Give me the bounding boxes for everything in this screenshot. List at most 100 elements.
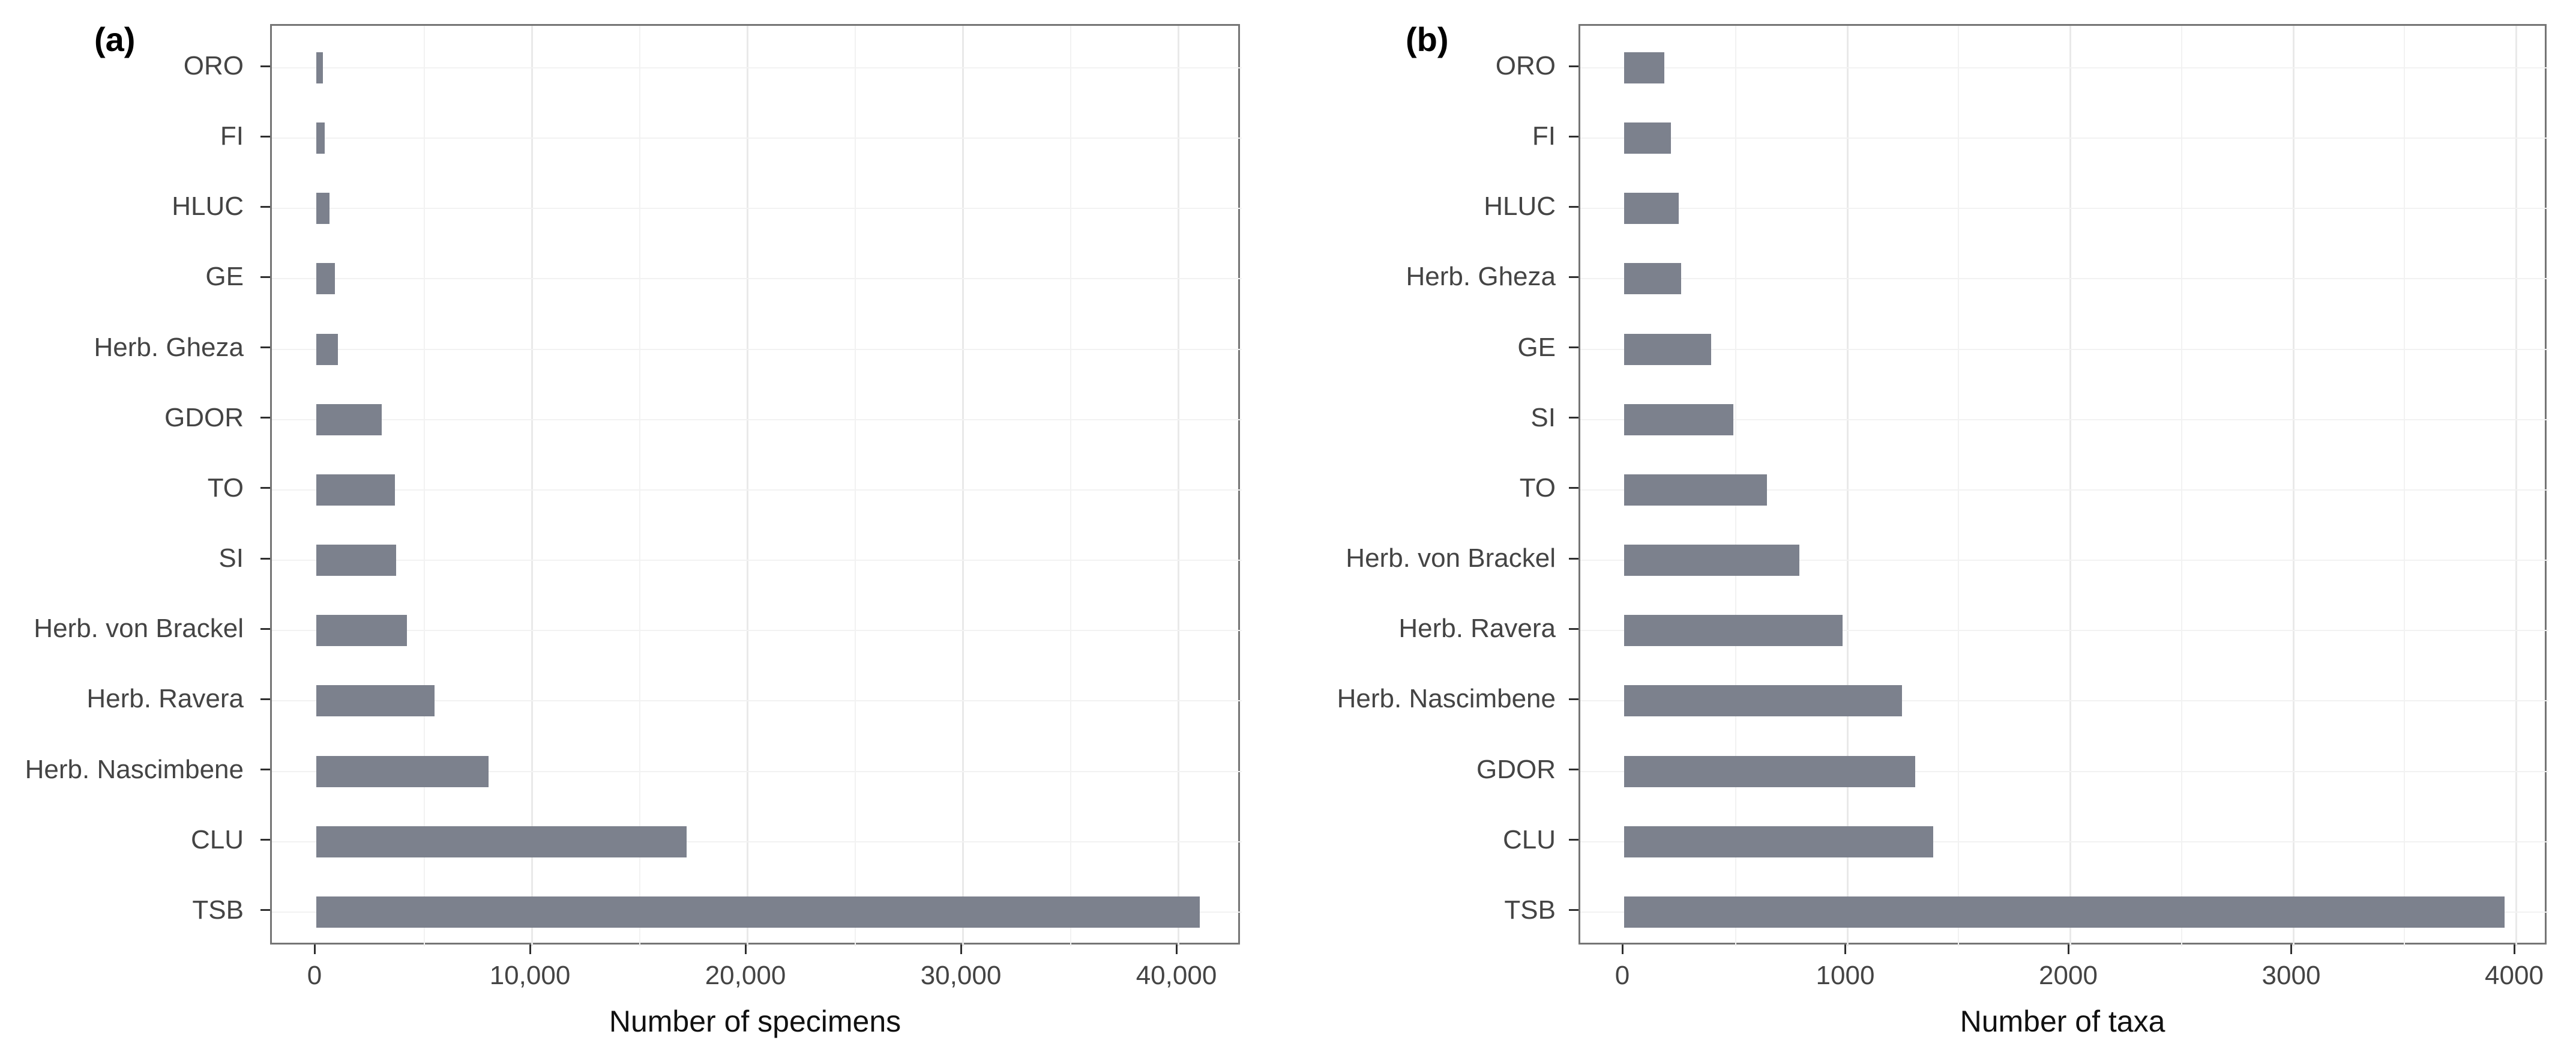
category-label: Herb. Ravera xyxy=(1398,614,1556,644)
category-label: GE xyxy=(1517,332,1556,362)
v-gridline-major xyxy=(2515,26,2517,946)
bar xyxy=(1624,122,1671,154)
x-tick-label: 0 xyxy=(1615,961,1630,990)
v-gridline-major xyxy=(962,26,964,946)
h-gridline xyxy=(272,841,1242,842)
category-label: HLUC xyxy=(172,192,244,222)
category-label: Herb. Nascimbene xyxy=(1337,684,1556,714)
x-tick xyxy=(2067,945,2069,954)
h-gridline xyxy=(1580,419,2548,420)
h-gridline xyxy=(272,560,1242,561)
x-tick xyxy=(1844,945,1846,954)
bar xyxy=(316,193,330,225)
bar xyxy=(1624,896,2505,928)
bar xyxy=(316,122,325,154)
bar xyxy=(316,615,407,647)
v-gridline-minor xyxy=(854,26,856,946)
h-gridline xyxy=(272,278,1242,280)
y-tick xyxy=(260,769,270,770)
category-label: SI xyxy=(1530,402,1556,432)
bar xyxy=(316,685,435,717)
category-label: FI xyxy=(220,121,244,151)
bar xyxy=(1624,52,1664,83)
h-gridline xyxy=(272,138,1242,139)
category-label: GDOR xyxy=(1476,754,1556,784)
bar xyxy=(316,826,687,857)
y-tick xyxy=(260,276,270,278)
category-label: TSB xyxy=(192,895,244,925)
x-tick-label: 10,000 xyxy=(489,961,571,990)
y-tick xyxy=(260,487,270,489)
h-gridline xyxy=(1580,700,2548,702)
h-gridline xyxy=(272,700,1242,702)
h-gridline xyxy=(1580,770,2548,772)
bar xyxy=(316,896,1200,928)
x-tick xyxy=(744,945,747,954)
v-gridline-major xyxy=(531,26,533,946)
category-label: SI xyxy=(218,543,244,573)
v-gridline-minor xyxy=(423,26,425,946)
x-tick xyxy=(960,945,962,954)
h-gridline xyxy=(272,348,1242,350)
category-label: Herb. von Brackel xyxy=(1346,543,1556,573)
x-tick-label: 2000 xyxy=(2039,961,2098,990)
y-tick xyxy=(260,135,270,138)
h-gridline xyxy=(1580,630,2548,632)
y-tick xyxy=(1569,487,1578,489)
y-tick xyxy=(1569,769,1578,770)
category-label: Herb. Gheza xyxy=(94,332,244,362)
bar xyxy=(316,404,382,435)
h-gridline xyxy=(1580,67,2548,68)
bar xyxy=(1624,193,1679,225)
y-tick xyxy=(1569,627,1578,630)
bar xyxy=(316,52,323,83)
y-tick xyxy=(1569,839,1578,841)
y-tick xyxy=(260,839,270,841)
h-gridline xyxy=(1580,208,2548,210)
bar xyxy=(1624,474,1767,506)
y-tick xyxy=(260,346,270,349)
h-gridline xyxy=(1580,489,2548,491)
x-tick xyxy=(529,945,531,954)
v-gridline-minor xyxy=(2404,26,2406,946)
h-gridline xyxy=(272,208,1242,210)
v-gridline-major xyxy=(2069,26,2071,946)
v-gridline-major xyxy=(1178,26,1179,946)
y-tick xyxy=(1569,205,1578,208)
bar xyxy=(316,263,335,295)
panel-a-x-axis-title: Number of specimens xyxy=(609,1005,901,1038)
category-label: Herb. Gheza xyxy=(1406,262,1556,292)
category-label: Herb. Ravera xyxy=(86,684,244,714)
h-gridline xyxy=(1580,348,2548,350)
h-gridline xyxy=(272,770,1242,772)
bar xyxy=(316,474,396,506)
v-gridline-major xyxy=(747,26,748,946)
h-gridline xyxy=(272,489,1242,491)
bar xyxy=(316,755,489,787)
category-label: Herb. von Brackel xyxy=(34,614,244,644)
category-label: ORO xyxy=(1495,51,1556,80)
v-gridline-major xyxy=(1846,26,1849,946)
category-label: Herb. Nascimbene xyxy=(25,754,244,784)
bar xyxy=(1624,615,1843,647)
panel-b-x-axis-title: Number of taxa xyxy=(1960,1005,2165,1038)
x-tick-label: 0 xyxy=(307,961,322,990)
x-tick xyxy=(1175,945,1178,954)
y-tick xyxy=(260,909,270,911)
h-gridline xyxy=(1580,841,2548,842)
category-label: ORO xyxy=(183,51,244,80)
bar xyxy=(1624,545,1799,576)
x-tick xyxy=(1621,945,1624,954)
v-gridline-minor xyxy=(639,26,640,946)
y-tick xyxy=(1569,276,1578,278)
v-gridline-minor xyxy=(1958,26,1960,946)
category-label: CLU xyxy=(190,824,244,854)
x-tick-label: 20,000 xyxy=(705,961,786,990)
v-gridline-major xyxy=(2292,26,2295,946)
bar xyxy=(1624,333,1711,365)
panel-a-tag: (a) xyxy=(94,20,136,58)
y-tick xyxy=(260,417,270,419)
v-gridline-minor xyxy=(1070,26,1071,946)
